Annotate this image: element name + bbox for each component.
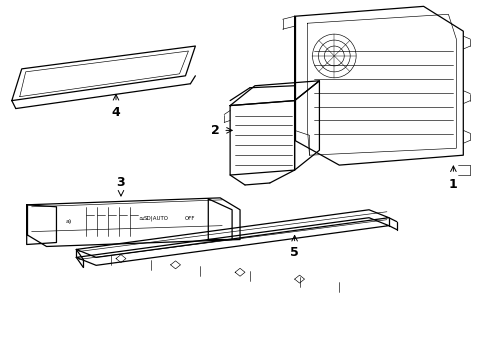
Text: 2: 2 (212, 124, 220, 137)
Text: 1: 1 (449, 178, 458, 191)
Text: 5: 5 (290, 247, 299, 260)
Text: OFF: OFF (185, 216, 196, 221)
Text: 3: 3 (117, 176, 125, 189)
Text: 4: 4 (112, 105, 121, 118)
Text: SD|AUTO: SD|AUTO (143, 216, 168, 221)
Text: $\approx$: $\approx$ (137, 216, 145, 222)
Text: a): a) (65, 219, 72, 224)
